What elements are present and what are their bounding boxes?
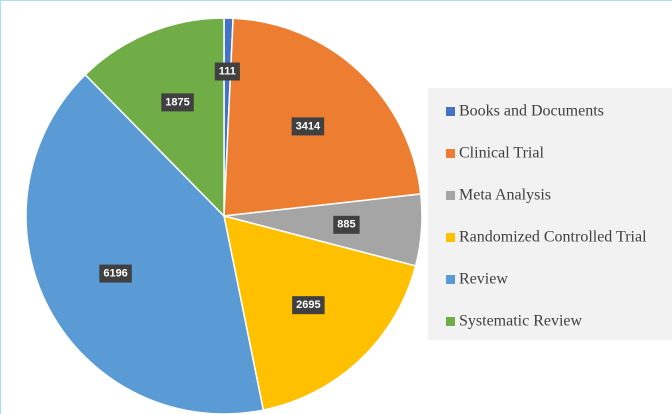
data-label-text: 111 bbox=[219, 65, 236, 77]
data-label: 3414 bbox=[291, 117, 325, 136]
data-label-bg bbox=[292, 296, 325, 315]
legend-swatch bbox=[446, 107, 455, 116]
data-label-text: 2695 bbox=[296, 299, 320, 311]
data-label: 6196 bbox=[99, 264, 132, 283]
legend-label: Review bbox=[459, 271, 508, 288]
data-label-text: 885 bbox=[337, 219, 355, 231]
legend-label: Randomized Controlled Trial bbox=[459, 229, 647, 246]
data-label-text: 1875 bbox=[165, 96, 189, 108]
legend-swatch bbox=[446, 317, 455, 326]
legend-box bbox=[428, 88, 672, 340]
data-label: 111 bbox=[214, 62, 240, 81]
legend-label: Books and Documents bbox=[459, 103, 604, 120]
data-label: 885 bbox=[333, 215, 360, 234]
legend-swatch bbox=[446, 233, 455, 242]
legend-swatch bbox=[446, 191, 455, 200]
legend-label: Clinical Trial bbox=[459, 145, 544, 162]
data-label-bg bbox=[291, 117, 325, 136]
pie-slice bbox=[223, 17, 422, 217]
data-label-bg bbox=[333, 215, 360, 234]
data-label-bg bbox=[99, 264, 132, 283]
pie-slice bbox=[25, 73, 265, 414]
legend-label: Meta Analysis bbox=[459, 187, 551, 204]
data-label: 1875 bbox=[161, 93, 194, 112]
data-label: 2695 bbox=[292, 296, 325, 315]
pie-slice bbox=[84, 17, 225, 218]
legend-swatch bbox=[446, 275, 455, 284]
data-label-text: 6196 bbox=[103, 267, 127, 279]
legend-label: Systematic Review bbox=[459, 313, 583, 330]
data-label-text: 3414 bbox=[296, 120, 321, 132]
data-label-bg bbox=[161, 93, 194, 112]
data-label-bg bbox=[214, 62, 240, 81]
legend-swatch bbox=[446, 149, 455, 158]
